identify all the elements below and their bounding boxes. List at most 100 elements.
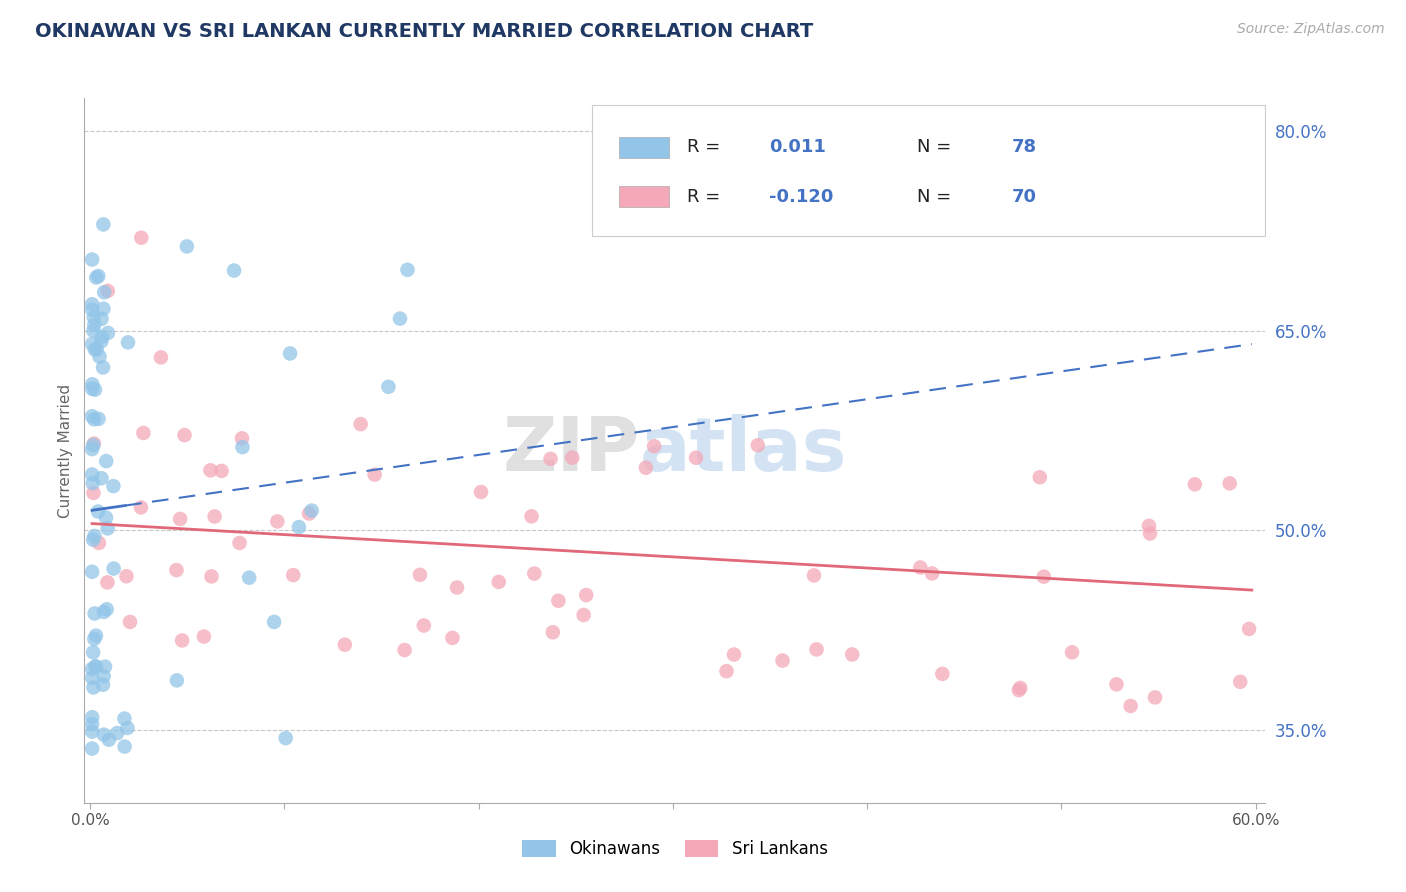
Point bbox=[409, 567, 432, 582]
Point bbox=[91, 330, 114, 344]
Point bbox=[263, 615, 285, 629]
Point bbox=[82, 297, 104, 311]
Point bbox=[169, 512, 191, 526]
Point bbox=[1137, 519, 1160, 533]
Point bbox=[97, 732, 120, 747]
Text: -0.120: -0.120 bbox=[769, 188, 834, 206]
Point bbox=[82, 302, 104, 317]
Point bbox=[173, 428, 195, 442]
Point bbox=[82, 324, 104, 338]
Point bbox=[363, 467, 385, 482]
Point bbox=[87, 412, 110, 426]
Point bbox=[747, 438, 769, 452]
Point bbox=[84, 659, 107, 673]
Point bbox=[93, 285, 115, 300]
Point bbox=[114, 739, 136, 754]
FancyBboxPatch shape bbox=[620, 186, 669, 207]
Point bbox=[1008, 683, 1031, 698]
Point bbox=[841, 648, 863, 662]
Point bbox=[350, 417, 373, 431]
Point bbox=[547, 594, 569, 608]
Point bbox=[82, 337, 104, 351]
Point bbox=[83, 632, 105, 646]
Point bbox=[1119, 698, 1142, 713]
Point bbox=[772, 653, 794, 667]
Text: 70: 70 bbox=[1011, 188, 1036, 206]
Point bbox=[1144, 690, 1167, 705]
Text: R =: R = bbox=[686, 188, 725, 206]
Point bbox=[412, 618, 434, 632]
Point bbox=[93, 605, 115, 619]
Point bbox=[132, 425, 155, 440]
Point bbox=[82, 409, 104, 424]
Point bbox=[129, 500, 152, 515]
Point bbox=[1237, 622, 1260, 636]
Text: atlas: atlas bbox=[640, 414, 846, 487]
Point bbox=[117, 721, 139, 735]
Point bbox=[84, 659, 107, 673]
Point bbox=[446, 581, 468, 595]
Point bbox=[1060, 645, 1083, 659]
Point bbox=[301, 503, 323, 517]
Point bbox=[83, 318, 105, 332]
Point bbox=[97, 284, 120, 298]
Point bbox=[89, 350, 111, 364]
Text: 0.011: 0.011 bbox=[769, 138, 827, 156]
Point bbox=[93, 301, 115, 316]
Point bbox=[1139, 526, 1161, 541]
Point bbox=[222, 263, 245, 277]
Point bbox=[1219, 476, 1241, 491]
Point bbox=[87, 268, 110, 283]
Point bbox=[394, 643, 416, 657]
Point bbox=[82, 662, 104, 676]
Point bbox=[921, 566, 943, 581]
Point bbox=[1105, 677, 1128, 691]
Point bbox=[129, 231, 152, 245]
Point bbox=[806, 642, 828, 657]
Point bbox=[93, 669, 115, 683]
Point bbox=[115, 569, 138, 583]
Point bbox=[86, 343, 108, 357]
Point bbox=[274, 731, 297, 745]
Point bbox=[91, 360, 114, 375]
Point bbox=[83, 607, 105, 621]
Point bbox=[97, 326, 120, 340]
Point bbox=[82, 476, 104, 491]
FancyBboxPatch shape bbox=[592, 105, 1265, 235]
Point bbox=[103, 561, 125, 575]
Point bbox=[1229, 674, 1251, 689]
Point bbox=[87, 504, 110, 518]
Point bbox=[82, 486, 104, 500]
Point bbox=[87, 536, 110, 550]
Point bbox=[1184, 477, 1206, 491]
Point bbox=[82, 671, 104, 685]
Point bbox=[288, 520, 311, 534]
Point bbox=[910, 560, 932, 574]
Text: OKINAWAN VS SRI LANKAN CURRENTLY MARRIED CORRELATION CHART: OKINAWAN VS SRI LANKAN CURRENTLY MARRIED… bbox=[35, 22, 814, 41]
Point bbox=[82, 741, 104, 756]
Point bbox=[166, 563, 188, 577]
Point bbox=[488, 574, 510, 589]
Text: N =: N = bbox=[917, 188, 957, 206]
Point bbox=[1032, 569, 1054, 583]
Point bbox=[200, 569, 222, 583]
Legend: Okinawans, Sri Lankans: Okinawans, Sri Lankans bbox=[516, 833, 834, 865]
Point bbox=[278, 346, 301, 360]
Point bbox=[82, 467, 104, 482]
Point bbox=[83, 310, 105, 325]
Point bbox=[105, 726, 128, 740]
Point bbox=[470, 485, 492, 500]
Point bbox=[231, 431, 253, 445]
Point bbox=[803, 568, 825, 582]
Point bbox=[83, 436, 105, 450]
Point bbox=[572, 607, 595, 622]
Point bbox=[541, 625, 564, 640]
Point bbox=[82, 645, 104, 659]
Point bbox=[82, 533, 104, 547]
Point bbox=[377, 380, 399, 394]
Point bbox=[90, 311, 112, 326]
Point bbox=[103, 479, 125, 493]
Point bbox=[166, 673, 188, 688]
Point bbox=[172, 633, 194, 648]
Point bbox=[82, 717, 104, 731]
